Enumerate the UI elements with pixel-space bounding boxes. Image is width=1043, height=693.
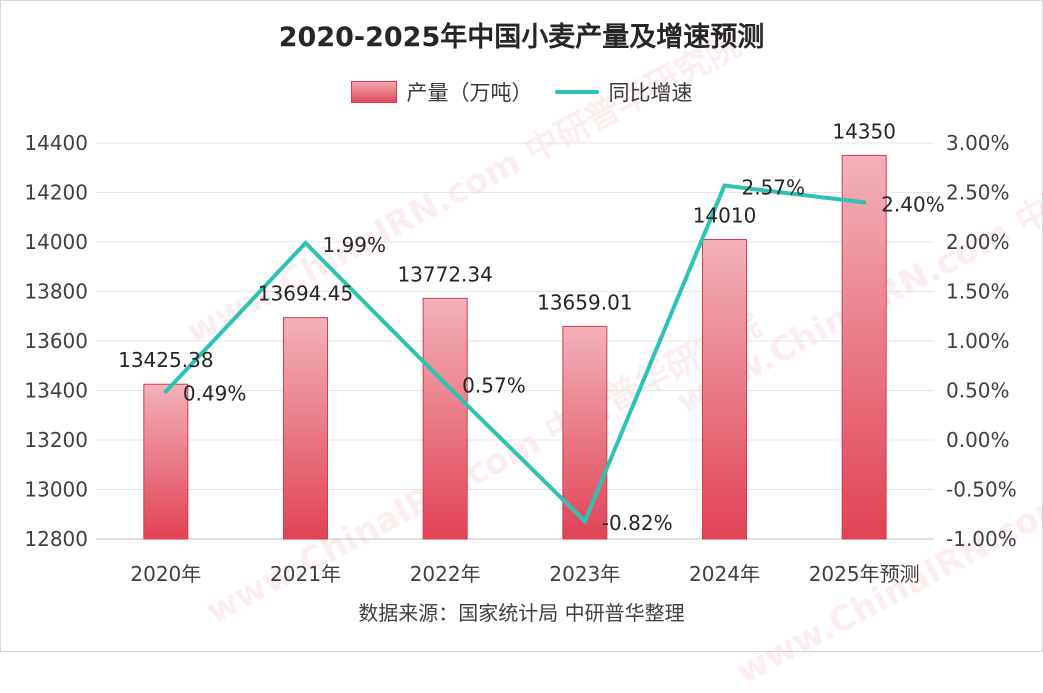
- plot-area: 12800 13000 13200 13400 13600 13800 14000 14200…: [24, 119, 1017, 586]
- y-left-tick-label: 13400: [24, 379, 88, 403]
- y-left-tick-label: 13200: [24, 428, 88, 452]
- line-data-label: 0.57%: [462, 374, 526, 398]
- y-right-tick-label: 2.00%: [946, 230, 1010, 254]
- line-data-label: 0.49%: [183, 381, 247, 405]
- x-tick-label: 2022年: [410, 562, 481, 586]
- growth-point: [443, 381, 448, 386]
- line-data-label: 2.57%: [742, 176, 806, 200]
- legend-label-growth: 同比增速: [608, 81, 693, 105]
- growth-point: [303, 240, 308, 245]
- line-data-label: -0.82%: [602, 511, 673, 535]
- growth-point: [582, 519, 587, 524]
- bar: [143, 383, 189, 540]
- y-right-tick-label: 2.50%: [946, 181, 1010, 205]
- line-data-label: 2.40%: [881, 192, 945, 216]
- y-left-tick-label: 14400: [24, 131, 88, 155]
- growth-point: [722, 183, 727, 188]
- y-left-tick-label: 12800: [24, 527, 88, 551]
- y-left-tick-label: 13800: [24, 280, 88, 304]
- bar: [422, 297, 468, 540]
- y-right-tick-label: -1.00%: [946, 527, 1017, 551]
- legend-line-swatch: [554, 90, 599, 94]
- y-right-tick-label: 1.50%: [946, 280, 1010, 304]
- bar: [562, 325, 608, 540]
- bar: [841, 154, 887, 540]
- chart-title: 2020-2025年中国小麦产量及增速预测: [278, 22, 765, 53]
- y-left-tick-label: 14200: [24, 181, 88, 205]
- growth-point: [862, 200, 867, 205]
- y-left-tick-label: 13000: [24, 478, 88, 502]
- y-right-tick-label: -0.50%: [946, 478, 1017, 502]
- growth-line: [164, 183, 865, 525]
- bar-data-label: 14350: [832, 119, 896, 143]
- legend: 产量（万吨） 同比增速: [1, 77, 1042, 107]
- source-note: 数据来源：国家统计局 中研普华整理: [358, 601, 685, 625]
- growth-point: [163, 389, 168, 394]
- line-data-label: 1.99%: [323, 233, 387, 257]
- legend-item-growth: 同比增速: [554, 77, 693, 107]
- x-tick-label: 2023年: [549, 562, 620, 586]
- x-tick-label: 2024年: [689, 562, 760, 586]
- bar-data-label: 13694.45: [258, 282, 353, 306]
- bar-data-label: 13659.01: [537, 290, 632, 314]
- bar: [283, 317, 328, 540]
- x-tick-label: 2020年: [130, 562, 201, 586]
- y-right-tick-label: 0.00%: [946, 428, 1010, 452]
- bar-data-label: 13425.38: [118, 348, 213, 372]
- bar-data-label: 13772.34: [397, 262, 492, 286]
- y-right-tick-label: 3.00%: [946, 131, 1010, 155]
- legend-label-production: 产量（万吨）: [406, 81, 533, 105]
- bar: [702, 239, 747, 540]
- y-left-tick-label: 13600: [24, 329, 88, 353]
- legend-bar-swatch: [350, 81, 397, 103]
- y-right-tick-label: 1.00%: [946, 329, 1010, 353]
- y-right-tick-label: 0.50%: [946, 379, 1010, 403]
- y-left-tick-label: 14000: [24, 230, 88, 254]
- bar-data-label: 14010: [693, 204, 757, 228]
- x-tick-label: 2021年: [270, 562, 341, 586]
- x-tick-label: 2025年预测: [809, 562, 920, 586]
- legend-item-production: 产量（万吨）: [350, 77, 533, 107]
